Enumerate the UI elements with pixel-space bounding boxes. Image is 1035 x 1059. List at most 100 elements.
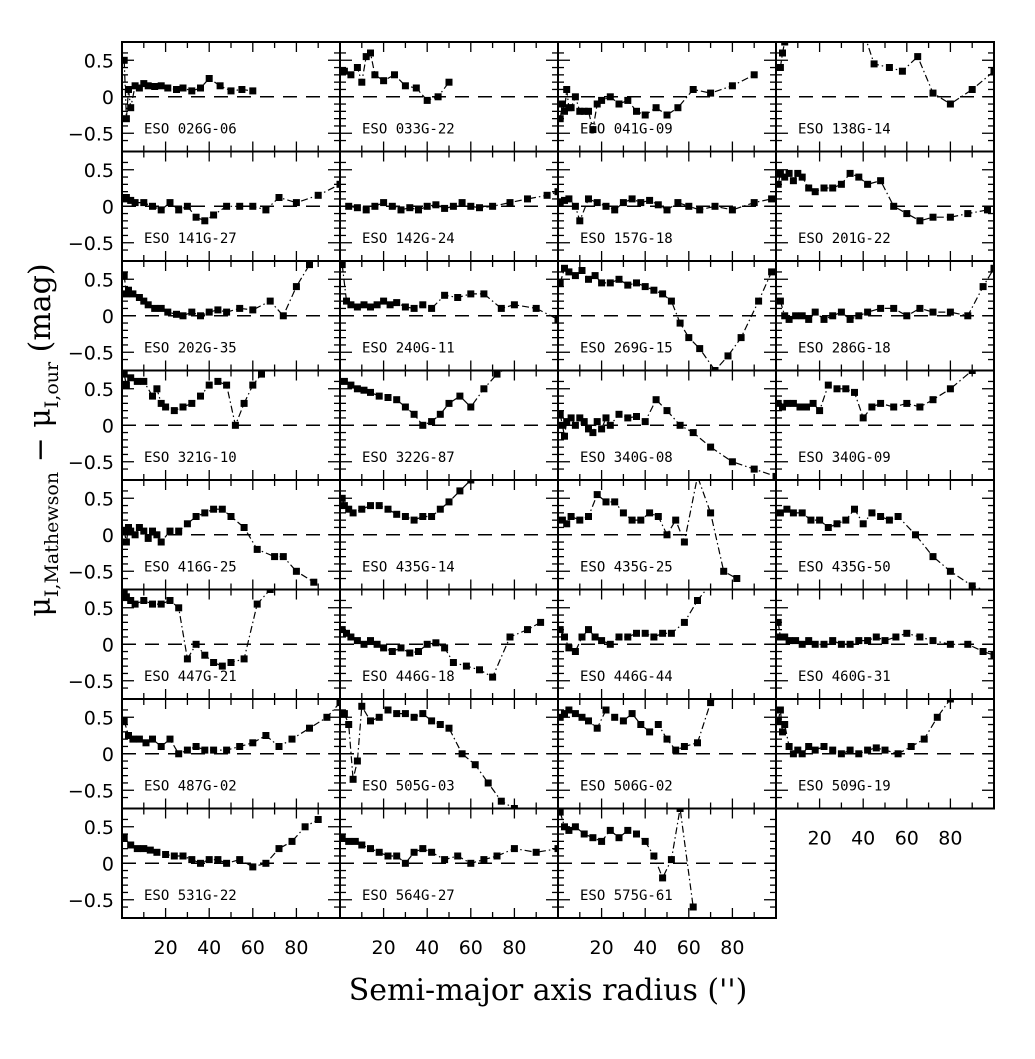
data-point [480,385,488,393]
data-point [680,538,688,546]
data-point [146,846,154,854]
series-line-eso-509g-19 [777,699,951,755]
y-tick-label: 0.5 [84,160,114,182]
data-point [593,491,601,499]
data-point [401,710,409,718]
data-point [589,834,597,842]
data-point [214,377,222,385]
panel-label-eso-435g-14: ESO 435G-14 [362,560,455,576]
data-point [445,78,453,86]
data-point [877,513,885,520]
data-point [606,640,614,648]
data-point [824,524,832,531]
data-point [742,670,749,677]
data-point [445,399,453,407]
data-point [576,217,584,225]
data-point [306,724,313,732]
data-point [227,659,235,666]
data-point [347,381,355,389]
data-point [179,403,187,411]
data-point [149,392,156,400]
data-point [218,662,226,670]
series-line-eso-435g-14 [341,480,472,521]
data-point [436,505,444,513]
data-point [785,315,793,323]
data-point [554,188,558,196]
data-point [384,706,392,714]
data-point [397,206,405,214]
panel-label-eso-416g-25: ESO 416G-25 [144,560,237,576]
data-point [676,808,684,812]
data-point [728,82,736,90]
data-point [628,195,636,203]
data-point [214,856,222,864]
data-point [558,410,564,418]
data-point [131,531,139,539]
data-point [637,199,645,207]
data-point [214,306,222,314]
data-point [441,644,449,652]
data-point [816,20,823,27]
x-tick-label: 40 [197,937,221,959]
panel-eso-435g-50: ESO 435G-50 [775,479,995,591]
data-point [384,394,392,401]
data-point [946,640,954,648]
data-point [358,702,366,710]
data-point [916,217,924,225]
data-point [271,553,279,561]
panel-label-eso-138g-14: ESO 138G-14 [798,122,891,138]
data-point [633,279,640,287]
data-point [162,851,170,858]
data-point [122,538,130,546]
data-point [646,509,654,517]
data-point [532,304,540,312]
data-point [262,206,270,214]
data-point [637,516,645,524]
x-tick-label: 80 [284,937,308,959]
panel-label-eso-487g-02: ESO 487G-02 [144,779,237,795]
x-tick-label: 80 [502,937,526,959]
data-point [602,706,610,714]
data-point [306,261,313,269]
data-point [449,202,457,210]
data-point [292,567,300,575]
data-point [750,465,758,473]
data-point [964,640,972,648]
data-point [833,385,841,393]
y-tick-label: −0.5 [68,561,114,583]
data-point [166,735,174,743]
data-point [340,261,346,269]
panel-grid: ESO 026G-06 0.5 0 −0.5 ESO 033G-22 ESO 041G-0… [68,20,995,919]
data-point [783,399,791,407]
panel-label-eso-460g-31: ESO 460G-31 [798,669,891,685]
panel-label-eso-435g-25: ESO 435G-25 [580,560,673,576]
data-point [122,589,128,597]
data-point [349,509,357,517]
data-point [192,213,200,221]
data-point [805,184,813,192]
data-point [984,206,991,214]
data-point [406,649,414,657]
data-point [885,516,893,524]
data-point [201,217,209,225]
data-point [914,53,922,61]
data-point [375,392,383,400]
data-point [336,180,340,188]
data-point [619,199,627,207]
data-point [593,199,601,207]
data-point [811,640,819,648]
data-point [524,195,531,203]
data-point [149,202,156,210]
data-point [179,312,187,320]
data-point [946,100,954,108]
data-point [776,169,784,177]
data-point [776,717,782,725]
y-axis-title-minus: − [23,428,58,472]
data-point [125,286,132,294]
data-point [779,728,786,736]
data-point [314,816,322,823]
data-point [164,308,172,316]
data-point [561,432,568,440]
data-point [227,87,235,95]
data-point [197,312,204,320]
